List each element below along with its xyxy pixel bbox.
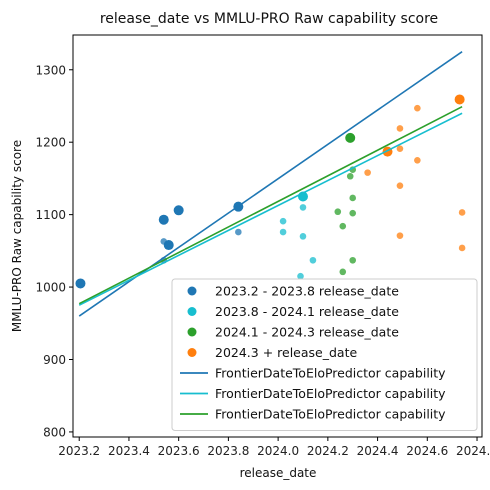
scatter-point-s1-p3	[279, 228, 287, 236]
x-tick-label: 2023.4	[108, 444, 150, 458]
legend: 2023.2 - 2023.8 release_date 2023.8 - 202…	[171, 278, 478, 431]
y-tick-label: 900	[43, 353, 66, 367]
scatter-point-s3-p2	[414, 104, 421, 112]
y-axis: 800 900 1000 1100 1200 1300	[35, 63, 73, 439]
legend-marker-s2	[187, 327, 197, 337]
scatter-point-s2-p6	[339, 222, 347, 230]
x-tick-label: 2024.0	[257, 444, 299, 458]
plot-area	[75, 51, 466, 317]
chart-title: release_date vs MMLU-PRO Raw capability …	[100, 11, 438, 27]
scatter-point-s3-p0	[454, 94, 465, 105]
x-tick-label: 2023.6	[158, 444, 200, 458]
x-tick-label: 2023.2	[58, 444, 100, 458]
y-tick-label: 1200	[35, 136, 66, 150]
scatter-point-s3-p9	[396, 232, 404, 239]
scatter-point-s0-p5	[160, 238, 168, 245]
legend-label-l1: FrontierDateToEloPredictor capability	[215, 386, 446, 401]
scatter-point-s0-p2	[173, 205, 184, 216]
scatter-point-s3-p7	[396, 182, 404, 189]
legend-label-s0: 2023.2 - 2023.8 release_date	[215, 284, 399, 299]
y-tick-label: 1100	[35, 208, 66, 222]
scatter-point-s3-p10	[458, 244, 466, 252]
scatter-point-s1-p6	[297, 272, 304, 280]
legend-box	[171, 278, 478, 431]
legend-label-l0: FrontierDateToEloPredictor capability	[215, 366, 446, 381]
plot-frame	[72, 34, 483, 438]
y-tick-label: 1000	[35, 281, 66, 295]
scatter-point-s2-p4	[334, 208, 342, 216]
x-tick-label: 2024.6	[406, 444, 448, 458]
trend-line-0	[78, 51, 463, 317]
x-tick-label: 2024.8	[456, 444, 490, 458]
scatter-point-s3-p8	[458, 209, 466, 216]
legend-marker-s1	[187, 307, 197, 316]
trend-line-1	[78, 112, 463, 306]
scatter-point-s3-p4	[396, 145, 404, 153]
scatter-point-s3-p3	[396, 125, 404, 132]
y-tick-label: 800	[43, 425, 66, 439]
scatter-point-s2-p5	[349, 209, 357, 217]
scatter-point-s3-p6	[364, 169, 371, 176]
scatter-point-s2-p0	[345, 132, 356, 143]
scatter-point-s1-p1	[299, 204, 307, 211]
scatter-point-s0-p1	[158, 214, 169, 225]
scatter-point-s0-p7	[235, 228, 242, 236]
y-tick-label: 1300	[35, 63, 66, 77]
y-axis-label: MMLU-PRO Raw capability score	[10, 140, 24, 332]
legend-label-s2: 2024.1 - 2024.3 release_date	[215, 325, 399, 340]
x-tick-label: 2023.8	[207, 444, 249, 458]
scatter-point-s2-p3	[349, 194, 357, 202]
trend-line-2	[78, 105, 463, 305]
x-tick-label: 2024.4	[357, 444, 399, 458]
scatter-point-s2-p7	[349, 256, 357, 264]
x-axis: 2023.2 2023.4 2023.6 2023.8 2024.0 2024.2 2024…	[58, 437, 490, 458]
scatter-point-s3-p5	[414, 157, 421, 164]
scatter-point-s2-p8	[339, 268, 347, 276]
legend-label-s3: 2024.3 + release_date	[215, 345, 357, 360]
scatter-point-s1-p2	[279, 217, 287, 225]
legend-marker-s0	[187, 286, 197, 296]
scatter-point-s1-p4	[299, 233, 307, 240]
scatter-point-s0-p0	[75, 278, 86, 289]
legend-label-l2: FrontierDateToEloPredictor capability	[215, 407, 446, 422]
x-tick-label: 2024.2	[307, 444, 349, 458]
scatter-point-s2-p2	[346, 172, 354, 180]
x-axis-label: release_date	[240, 466, 317, 480]
scatter-point-s1-p5	[309, 256, 317, 264]
legend-label-s1: 2023.8 - 2024.1 release_date	[215, 304, 399, 319]
legend-marker-s3	[187, 348, 197, 357]
